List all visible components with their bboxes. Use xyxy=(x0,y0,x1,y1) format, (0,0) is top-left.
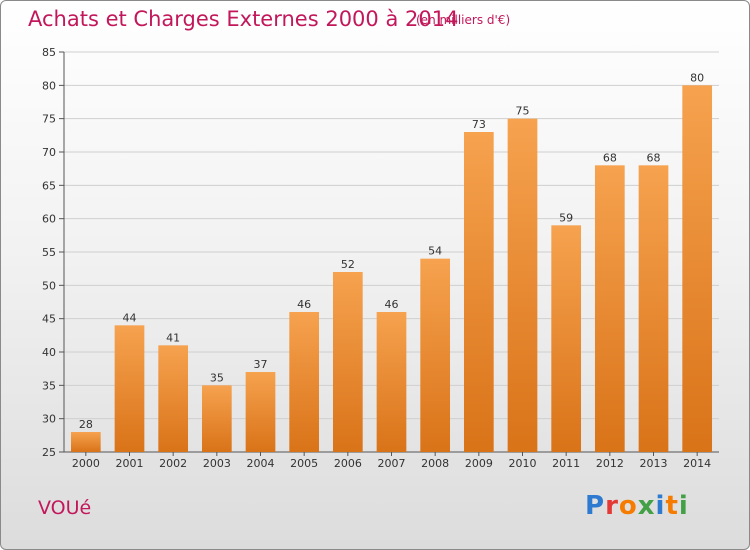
data-label: 80 xyxy=(690,71,704,84)
y-tick-label: 25 xyxy=(42,446,56,459)
x-tick-label: 2002 xyxy=(159,457,187,470)
logo-letter: i xyxy=(655,491,666,521)
y-tick-label: 45 xyxy=(42,313,56,326)
bar xyxy=(507,118,538,453)
data-label: 52 xyxy=(341,258,355,271)
bar xyxy=(70,432,101,452)
x-tick-label: 2012 xyxy=(596,457,624,470)
data-label: 28 xyxy=(79,418,93,431)
proxiti-logo: Proxiti xyxy=(585,491,689,521)
y-tick-label: 55 xyxy=(42,246,56,259)
x-tick-label: 2004 xyxy=(247,457,275,470)
y-tick-label: 85 xyxy=(42,46,56,59)
data-label: 44 xyxy=(123,311,137,324)
data-label: 46 xyxy=(297,298,311,311)
data-label: 68 xyxy=(603,151,617,164)
x-tick-label: 2013 xyxy=(640,457,668,470)
x-tick-label: 2000 xyxy=(72,457,100,470)
bar xyxy=(289,312,320,452)
data-label: 68 xyxy=(647,151,661,164)
y-tick-label: 75 xyxy=(42,113,56,126)
bar xyxy=(682,85,713,452)
chart-title: Achats et Charges Externes 2000 à 2014 xyxy=(28,7,459,31)
y-tick-label: 30 xyxy=(42,413,56,426)
y-tick-label: 60 xyxy=(42,213,56,226)
bar xyxy=(114,325,145,452)
data-label: 73 xyxy=(472,118,486,131)
y-tick-label: 50 xyxy=(42,279,56,292)
data-label: 46 xyxy=(385,298,399,311)
x-tick-label: 2003 xyxy=(203,457,231,470)
x-tick-label: 2001 xyxy=(116,457,144,470)
bar xyxy=(551,225,582,452)
x-tick-label: 2008 xyxy=(421,457,449,470)
logo-letter: t xyxy=(665,491,679,521)
x-tick-label: 2011 xyxy=(552,457,580,470)
y-tick-label: 40 xyxy=(42,346,56,359)
bar xyxy=(201,385,232,452)
bars xyxy=(70,85,713,453)
data-label: 41 xyxy=(166,331,180,344)
x-tick-label: 2010 xyxy=(509,457,537,470)
data-label: 35 xyxy=(210,371,224,384)
logo-letter: x xyxy=(637,491,656,521)
y-tick-label: 70 xyxy=(42,146,56,159)
x-tick-label: 2014 xyxy=(683,457,711,470)
labels: 28 2000 44 2001 41 2002 35 2003 37 2004 46 2005 52 20… xyxy=(72,71,711,470)
x-tick-label: 2006 xyxy=(334,457,362,470)
logo-letter: i xyxy=(678,491,689,521)
x-tick-label: 2005 xyxy=(290,457,318,470)
y-tick-label: 80 xyxy=(42,79,56,92)
bar xyxy=(332,272,363,452)
bar xyxy=(594,165,625,453)
place-name: VOUé xyxy=(38,497,92,519)
data-label: 54 xyxy=(428,245,442,258)
logo-letter: r xyxy=(605,491,619,521)
logo-letter: o xyxy=(618,491,638,521)
data-label: 37 xyxy=(254,358,268,371)
x-tick-label: 2007 xyxy=(378,457,406,470)
bar xyxy=(376,312,407,452)
x-tick-label: 2009 xyxy=(465,457,493,470)
bar xyxy=(158,345,189,452)
bar xyxy=(638,165,669,453)
y-tick-label: 35 xyxy=(42,379,56,392)
bar xyxy=(463,132,494,452)
y-tick-label: 65 xyxy=(42,179,56,192)
bar xyxy=(245,372,276,452)
data-label: 75 xyxy=(516,105,530,118)
logo-letter: P xyxy=(585,491,606,521)
bar xyxy=(420,258,451,452)
chart-subtitle: (en milliers d'€) xyxy=(416,13,511,27)
data-label: 59 xyxy=(559,211,573,224)
